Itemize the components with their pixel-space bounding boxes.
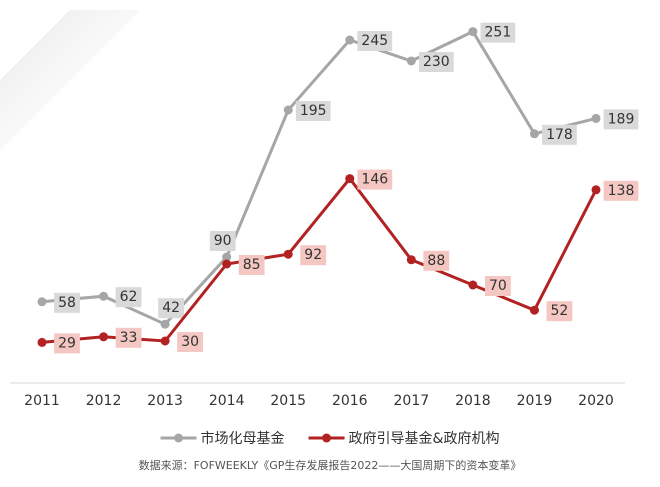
data-point [468, 27, 478, 37]
data-label: 85 [238, 255, 265, 275]
data-label: 90 [209, 231, 236, 251]
data-label: 62 [115, 287, 142, 308]
data-label-text: 195 [300, 103, 327, 119]
data-label: 42 [158, 298, 185, 319]
data-label-text: 52 [551, 303, 569, 319]
data-label-box [238, 255, 265, 275]
data-label-box [158, 298, 185, 319]
data-label-box [54, 292, 80, 313]
data-point [99, 332, 109, 342]
data-label-box [177, 332, 204, 352]
data-label-text: 58 [58, 295, 76, 311]
data-label-text: 30 [181, 334, 199, 350]
data-point [529, 305, 539, 315]
data-point [99, 291, 109, 301]
data-label-box [603, 109, 639, 130]
data-label-box [603, 180, 639, 201]
legend-label: 市场化母基金 [201, 430, 285, 447]
x-tick-label: 2014 [209, 393, 245, 409]
data-label-text: 92 [304, 247, 322, 263]
x-tick-label: 2017 [394, 393, 430, 409]
data-label-text: 138 [608, 183, 635, 199]
x-tick-label: 2016 [332, 393, 368, 409]
data-point [468, 280, 478, 290]
data-point [222, 252, 232, 262]
data-label: 92 [300, 245, 327, 266]
data-point [529, 129, 539, 139]
legend-marker [174, 433, 184, 443]
data-label: 178 [542, 124, 577, 145]
data-point [283, 249, 293, 259]
data-point [406, 255, 416, 265]
data-label: 70 [484, 276, 511, 296]
decoration [0, 10, 140, 150]
data-label-box [115, 327, 142, 348]
data-point [345, 174, 355, 184]
x-tick-label: 2013 [147, 393, 183, 409]
data-label-box [546, 301, 573, 322]
x-tick-label: 2011 [24, 393, 60, 409]
data-label-text: 33 [120, 330, 138, 346]
legend: 市场化母基金 政府引导基金&政府机构 [160, 430, 500, 447]
data-label-box [209, 231, 236, 251]
data-point [160, 336, 170, 346]
data-label-text: 85 [243, 257, 261, 273]
data-label-text: 88 [427, 253, 445, 269]
data-label-box [484, 276, 511, 296]
data-point [37, 337, 47, 347]
legend-label: 政府引导基金&政府机构 [349, 430, 500, 447]
data-label-box [418, 52, 454, 72]
data-label: 245 [357, 31, 393, 51]
data-point [222, 259, 232, 269]
data-label: 58 [54, 292, 80, 313]
x-tick-label: 2018 [455, 393, 491, 409]
data-label-text: 245 [361, 33, 388, 49]
data-label-text: 70 [489, 278, 507, 294]
data-label: 29 [54, 333, 80, 354]
data-label-box [357, 31, 393, 51]
data-label: 88 [423, 250, 450, 271]
data-label: 230 [418, 52, 454, 72]
data-label: 52 [546, 301, 573, 322]
data-label: 195 [295, 101, 331, 121]
legend-marker [322, 433, 332, 443]
data-label-box [357, 169, 393, 190]
data-label-box [300, 245, 327, 266]
x-tick-label: 2020 [578, 393, 614, 409]
data-label-box [54, 333, 80, 354]
data-point [160, 319, 170, 329]
data-label-text: 90 [214, 233, 232, 249]
x-tick-label: 2012 [86, 393, 122, 409]
data-label-box [295, 101, 331, 121]
x-tick-label: 2019 [517, 393, 553, 409]
data-label-text: 178 [546, 127, 573, 143]
series-line [41, 29, 597, 327]
source: 数据来源：FOFWEEKLY《GP生存发展报告2022——大国周期下的资本变革》 [139, 458, 522, 472]
data-label-text: 251 [485, 25, 512, 41]
data-point [283, 105, 293, 115]
data-point [591, 113, 601, 123]
data-label-text: 189 [608, 111, 635, 127]
data-point [406, 56, 416, 66]
data-label-box [423, 250, 450, 271]
data-point [345, 35, 355, 45]
data-label: 251 [480, 22, 516, 43]
data-label-text: 29 [58, 335, 76, 351]
data-label-box [480, 22, 516, 43]
data-label: 146 [357, 169, 393, 190]
data-label-box [542, 124, 577, 145]
data-label-text: 62 [120, 289, 138, 305]
data-label: 189 [603, 109, 639, 130]
x-tick-label: 2015 [270, 393, 306, 409]
data-label-text: 230 [423, 54, 450, 70]
data-label-box [115, 287, 142, 308]
data-label-text: 146 [361, 172, 388, 188]
data-label: 33 [115, 327, 142, 348]
data-label-text: 42 [162, 300, 180, 316]
data-point [591, 185, 601, 195]
data-label: 138 [603, 180, 639, 201]
data-label: 30 [177, 332, 204, 352]
data-point [37, 297, 47, 307]
